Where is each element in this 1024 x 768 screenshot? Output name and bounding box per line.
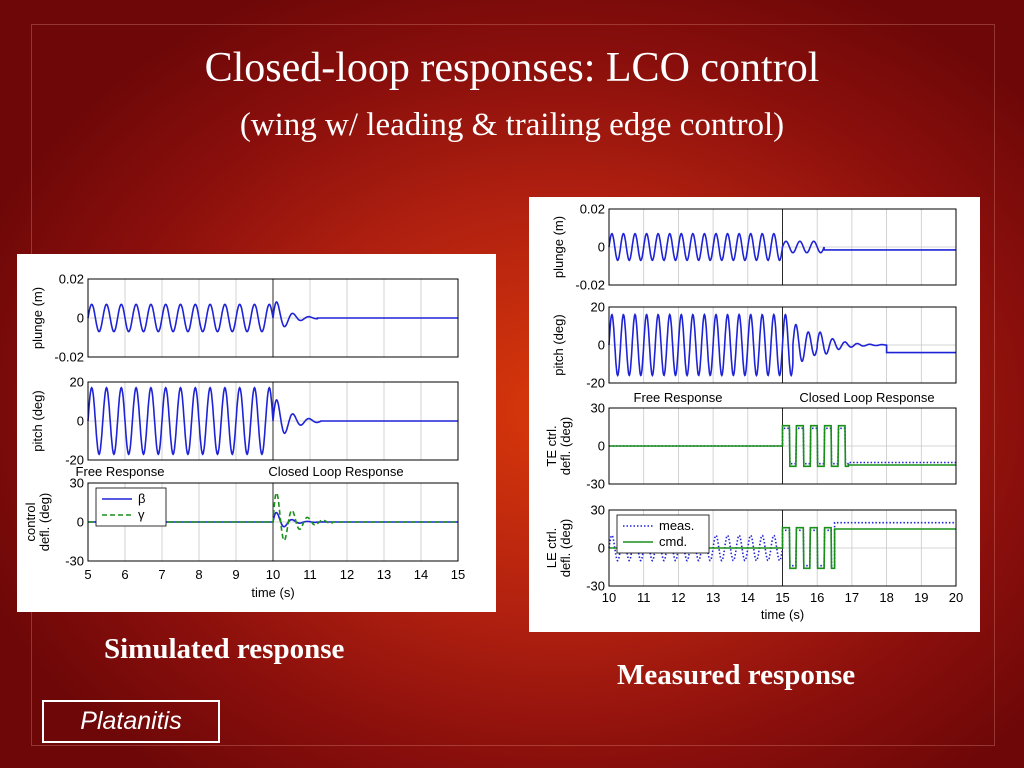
y-tick-label: 0.02 xyxy=(59,272,84,287)
measured-chart-panel: 0.02 0 -0.02 plunge (m) 20 0 -20 pitch (deg) 30 0… xyxy=(529,197,980,632)
y-tick-label: 30 xyxy=(70,476,84,491)
x-tick-label: 20 xyxy=(949,590,963,605)
x-tick-label: 13 xyxy=(377,567,391,582)
y-tick-label: 0 xyxy=(598,541,605,556)
axes-box xyxy=(87,482,459,562)
x-tick-label: 12 xyxy=(340,567,354,582)
y-axis-label: pitch (deg) xyxy=(551,314,566,375)
axes-box xyxy=(608,306,957,384)
y-tick-label: -30 xyxy=(586,477,605,492)
x-tick-label: 15 xyxy=(451,567,465,582)
legend-label: β xyxy=(138,491,145,506)
legend-label: meas. xyxy=(659,518,694,533)
axes-box xyxy=(608,208,957,286)
y-tick-label: 0 xyxy=(77,414,84,429)
y-tick-label: 30 xyxy=(591,401,605,416)
y-axis-label: defl. (deg) xyxy=(558,417,573,476)
subplot-2: 20 0 -20 pitch (deg) xyxy=(30,375,459,468)
y-tick-label: -0.02 xyxy=(54,350,84,365)
x-tick-label: 5 xyxy=(84,567,91,582)
y-axis-label: pitch (deg) xyxy=(30,390,45,451)
x-tick-label: 17 xyxy=(845,590,859,605)
y-tick-label: -0.02 xyxy=(575,278,605,293)
x-tick-label: 15 xyxy=(775,590,789,605)
measured-caption: Measured response xyxy=(617,659,856,691)
x-tick-label: 19 xyxy=(914,590,928,605)
y-tick-label: 0.02 xyxy=(580,202,605,217)
axes-box xyxy=(608,509,957,587)
subplot-1: 0.02 0 -0.02 plunge (m) xyxy=(551,202,957,293)
series-line-1 xyxy=(608,312,956,378)
y-tick-label: 30 xyxy=(591,503,605,518)
y-tick-label: 0 xyxy=(77,515,84,530)
axes-box xyxy=(87,278,459,358)
series-line-1 xyxy=(608,232,956,262)
y-tick-label: -20 xyxy=(586,376,605,391)
x-axis-label: time (s) xyxy=(761,607,804,622)
subplot-1: 0.02 0 -0.02 plunge (m) xyxy=(30,272,459,365)
author-credit: Platanitis xyxy=(42,700,220,743)
subplot-4: 30 0 -30 LE ctrl. defl. (deg) meas.cmd. xyxy=(544,503,957,594)
y-axis-label: defl. (deg) xyxy=(558,519,573,578)
x-tick-label: 10 xyxy=(266,567,280,582)
x-tick-label: 8 xyxy=(195,567,202,582)
axes-box xyxy=(87,381,459,461)
simulated-chart-panel: 0.02 0 -0.02 plunge (m) 20 0 -20 pitch (deg) 30 0… xyxy=(17,254,496,612)
annotation-free-response: Free Response xyxy=(634,390,723,405)
annotation-closed-loop-response: Closed Loop Response xyxy=(268,464,403,479)
y-tick-label: 0 xyxy=(77,311,84,326)
simulated-chart: 0.02 0 -0.02 plunge (m) 20 0 -20 pitch (deg) 30 0… xyxy=(23,272,465,601)
legend-box xyxy=(616,514,710,554)
x-tick-label: 6 xyxy=(121,567,128,582)
series-line-γ xyxy=(88,491,458,542)
slide-title: Closed-loop responses: LCO control xyxy=(204,45,820,91)
x-axis-label: time (s) xyxy=(251,585,294,600)
series-line-2 xyxy=(609,424,956,468)
y-tick-label: 0 xyxy=(598,439,605,454)
subplot-3: 30 0 -30 control defl. (deg) βγ xyxy=(23,476,459,569)
measured-chart: 0.02 0 -0.02 plunge (m) 20 0 -20 pitch (deg) 30 0… xyxy=(544,202,963,623)
y-axis-label: control xyxy=(23,502,38,541)
x-tick-label: 11 xyxy=(637,590,651,605)
legend-box xyxy=(95,487,167,527)
x-tick-label: 12 xyxy=(671,590,685,605)
x-tick-label: 10 xyxy=(602,590,616,605)
x-tick-label: 11 xyxy=(303,567,317,582)
y-tick-label: -30 xyxy=(65,554,84,569)
annotation-free-response: Free Response xyxy=(76,464,165,479)
y-axis-label: plunge (m) xyxy=(551,216,566,278)
y-tick-label: -20 xyxy=(65,453,84,468)
x-tick-label: 9 xyxy=(232,567,239,582)
x-tick-label: 7 xyxy=(158,567,165,582)
annotation-closed-loop-response: Closed Loop Response xyxy=(799,390,934,405)
legend-label: cmd. xyxy=(659,534,687,549)
y-tick-label: 20 xyxy=(70,375,84,390)
x-tick-label: 18 xyxy=(879,590,893,605)
simulated-caption: Simulated response xyxy=(104,633,345,665)
y-axis-label: LE ctrl. xyxy=(544,528,559,568)
subplot-3: 30 0 -30 TE ctrl. defl. (deg) xyxy=(544,401,957,492)
y-tick-label: -30 xyxy=(586,579,605,594)
y-tick-label: 0 xyxy=(598,338,605,353)
x-tick-label: 16 xyxy=(810,590,824,605)
legend-label: γ xyxy=(138,507,145,522)
series-line-1 xyxy=(87,301,458,333)
x-tick-label: 13 xyxy=(706,590,720,605)
y-axis-label: defl. (deg) xyxy=(37,493,52,552)
y-tick-label: 20 xyxy=(591,300,605,315)
series-line-1 xyxy=(87,386,458,456)
y-axis-label: TE ctrl. xyxy=(544,425,559,466)
x-tick-label: 14 xyxy=(414,567,428,582)
subplot-2: 20 0 -20 pitch (deg) xyxy=(551,300,957,391)
slide-subtitle: (wing w/ leading & trailing edge control… xyxy=(239,107,785,143)
y-axis-label: plunge (m) xyxy=(30,287,45,349)
x-tick-label: 14 xyxy=(741,590,755,605)
axes-box xyxy=(608,407,957,485)
y-tick-label: 0 xyxy=(598,240,605,255)
